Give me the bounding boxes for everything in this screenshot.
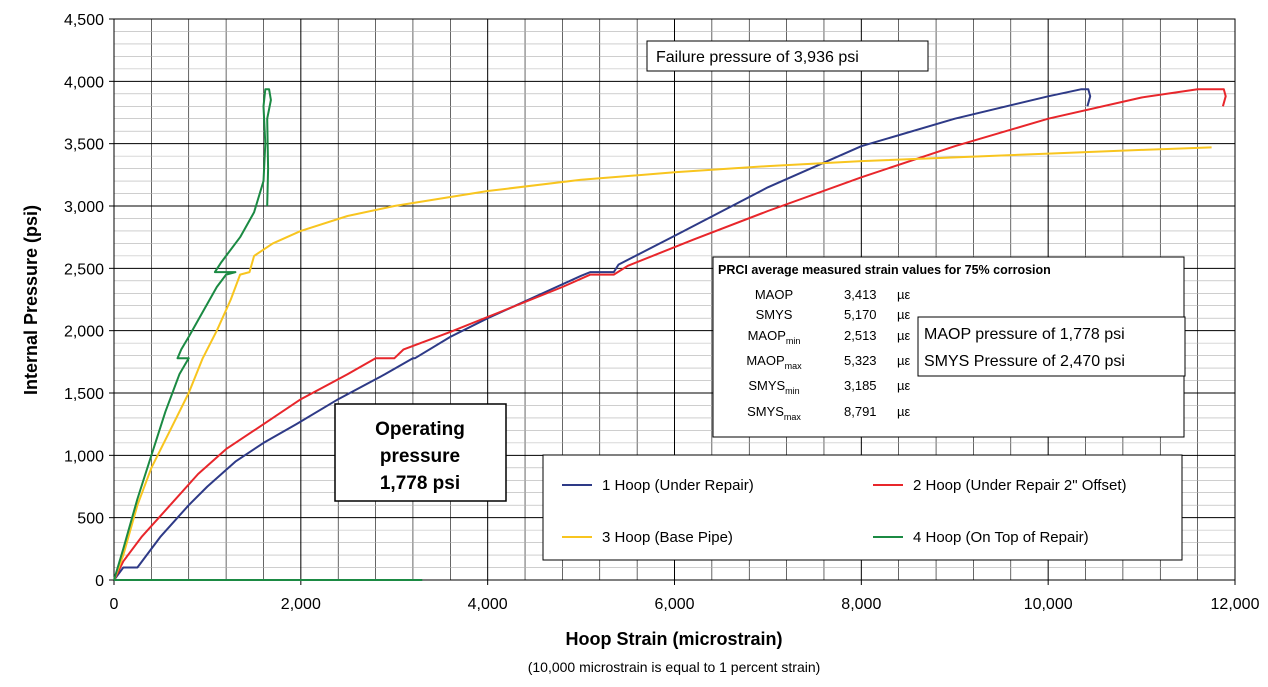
y-tick-label: 4,000 (64, 74, 104, 91)
operating-pressure-line-2: pressure (380, 446, 460, 467)
series-lines (113, 88, 1227, 581)
legend-label: 3 Hoop (Base Pipe) (602, 529, 733, 546)
prci-row-label: MAOPmax (746, 353, 802, 371)
legend: 1 Hoop (Under Repair) 2 Hoop (Under Repai… (542, 454, 1183, 561)
prci-table-row: MAOPmin 2,513 µε (748, 328, 911, 346)
prci-row-label: SMYSmax (747, 404, 801, 422)
x-axis-note: (10,000 microstrain is equal to 1 percen… (528, 659, 821, 675)
prci-row-value: 5,323 (844, 353, 877, 368)
prci-row-label: MAOP (755, 287, 793, 302)
prci-table-row: MAOP 3,413 µε (755, 287, 911, 302)
legend-item: 3 Hoop (Base Pipe) (562, 529, 733, 546)
x-tick-label: 6,000 (654, 596, 694, 613)
operating-pressure-line-3: 1,778 psi (380, 473, 460, 494)
y-tick-label: 2,000 (64, 324, 104, 341)
prci-row-unit: µε (897, 307, 910, 322)
prci-row-value: 3,413 (844, 287, 877, 302)
failure-annotation: Failure pressure of 3,936 psi (646, 40, 929, 72)
prci-row-value: 5,170 (844, 307, 877, 322)
x-tick-label: 2,000 (281, 596, 321, 613)
prci-row-value: 3,185 (844, 378, 877, 393)
x-tick-label: 12,000 (1211, 596, 1260, 613)
x-tick-label: 0 (110, 596, 119, 613)
x-axis-ticks: 0 2,000 4,000 6,000 8,000 10,000 12,000 (110, 580, 1260, 613)
prci-row-unit: µε (897, 287, 910, 302)
legend-label: 2 Hoop (Under Repair 2" Offset) (913, 477, 1126, 494)
prci-row-unit: µε (897, 378, 910, 393)
legend-item: 4 Hoop (On Top of Repair) (873, 529, 1089, 546)
legend-label: 1 Hoop (Under Repair) (602, 477, 754, 494)
prci-row-label: SMYSmin (748, 378, 799, 396)
prci-row-unit: µε (897, 404, 910, 419)
y-tick-label: 3,500 (64, 137, 104, 154)
operating-pressure-line-1: Operating (375, 419, 465, 440)
prci-row-label: MAOPmin (748, 328, 801, 346)
prci-table-row: SMYS 5,170 µε (756, 307, 911, 322)
y-tick-label: 1,000 (64, 448, 104, 465)
failure-annotation-text: Failure pressure of 3,936 psi (656, 49, 859, 66)
series-line-3 (113, 146, 1212, 581)
prci-row-label: SMYS (756, 307, 793, 322)
y-tick-label: 0 (95, 573, 104, 590)
y-tick-label: 1,500 (64, 386, 104, 403)
y-axis-ticks: 0 500 1,000 1,500 2,000 2,500 3,000 3,500 4,000 4… (64, 12, 114, 590)
series-line-1 (113, 88, 1092, 581)
y-tick-label: 500 (77, 511, 104, 528)
prci-row-value: 8,791 (844, 404, 877, 419)
maop-smys-annotation: MAOP pressure of 1,778 psi SMYS Pressure… (917, 316, 1186, 377)
legend-item: 2 Hoop (Under Repair 2" Offset) (873, 477, 1126, 494)
y-tick-label: 2,500 (64, 261, 104, 278)
prci-row-value: 2,513 (844, 328, 877, 343)
smys-pressure-text: SMYS Pressure of 2,470 psi (924, 353, 1125, 370)
maop-pressure-text: MAOP pressure of 1,778 psi (924, 326, 1125, 343)
legend-label: 4 Hoop (On Top of Repair) (913, 529, 1089, 546)
y-axis-title: Internal Pressure (psi) (21, 205, 41, 395)
x-tick-label: 8,000 (841, 596, 881, 613)
y-tick-label: 4,500 (64, 12, 104, 29)
prci-table-title: PRCI average measured strain values for … (718, 263, 1051, 277)
prci-table-row: SMYSmax 8,791 µε (747, 404, 910, 422)
series-line-4 (113, 88, 272, 581)
x-tick-label: 10,000 (1024, 596, 1073, 613)
legend-items: 1 Hoop (Under Repair) 2 Hoop (Under Repai… (562, 477, 1126, 546)
prci-table-row: MAOPmax 5,323 µε (746, 353, 910, 371)
legend-item: 1 Hoop (Under Repair) (562, 477, 754, 494)
operating-pressure-annotation: Operating pressure 1,778 psi (334, 403, 507, 502)
x-tick-label: 4,000 (468, 596, 508, 613)
prci-row-unit: µε (897, 353, 910, 368)
prci-table-row: SMYSmin 3,185 µε (748, 378, 910, 396)
series-line-2 (113, 88, 1227, 581)
x-axis-title: Hoop Strain (microstrain) (565, 629, 782, 649)
prci-row-unit: µε (897, 328, 910, 343)
y-tick-label: 3,000 (64, 199, 104, 216)
